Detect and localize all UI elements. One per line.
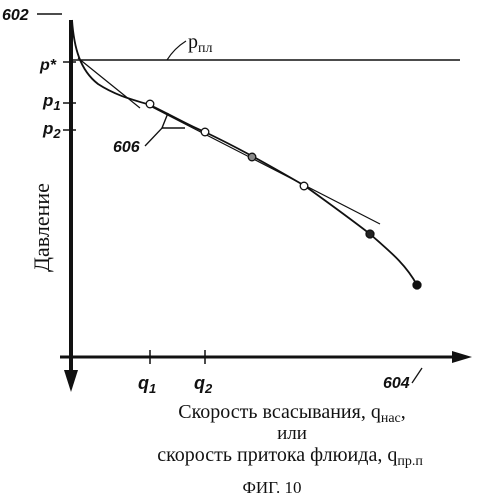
marker-4	[300, 182, 308, 190]
y-tick-label-p2: p2	[42, 119, 61, 141]
x-axis-title-line3: скорость притока флюида, qпр.п	[157, 444, 423, 469]
y-tick-label-p1: p1	[42, 91, 61, 113]
x-tick-label-q1: q1	[138, 373, 156, 396]
ref-606-label: 606	[113, 139, 140, 156]
tangent-line-upper	[78, 58, 140, 108]
marker-q2	[201, 128, 209, 136]
x-axis-arrow	[452, 351, 472, 363]
marker-3	[248, 153, 256, 161]
marker-5	[366, 230, 374, 238]
tangent-line-lower	[150, 106, 380, 224]
reservoir-pressure-label: pпл	[188, 31, 212, 56]
ref-604-label: 604	[383, 375, 410, 392]
ref-604-leader	[412, 368, 422, 383]
marker-end	[413, 281, 421, 289]
x-tick-label-q2: q2	[194, 373, 213, 396]
ref-602-label: 602	[2, 7, 29, 24]
ref-606-leader	[145, 127, 163, 146]
figure-caption: ФИГ. 10	[242, 478, 301, 497]
x-axis-title-line2: или	[277, 423, 307, 444]
marker-q1	[146, 100, 154, 108]
reservoir-pressure-leader	[167, 41, 186, 60]
y-axis-arrow	[64, 370, 78, 392]
y-axis-title: Давление	[29, 183, 54, 272]
y-tick-label-p-star: p*	[39, 57, 57, 74]
